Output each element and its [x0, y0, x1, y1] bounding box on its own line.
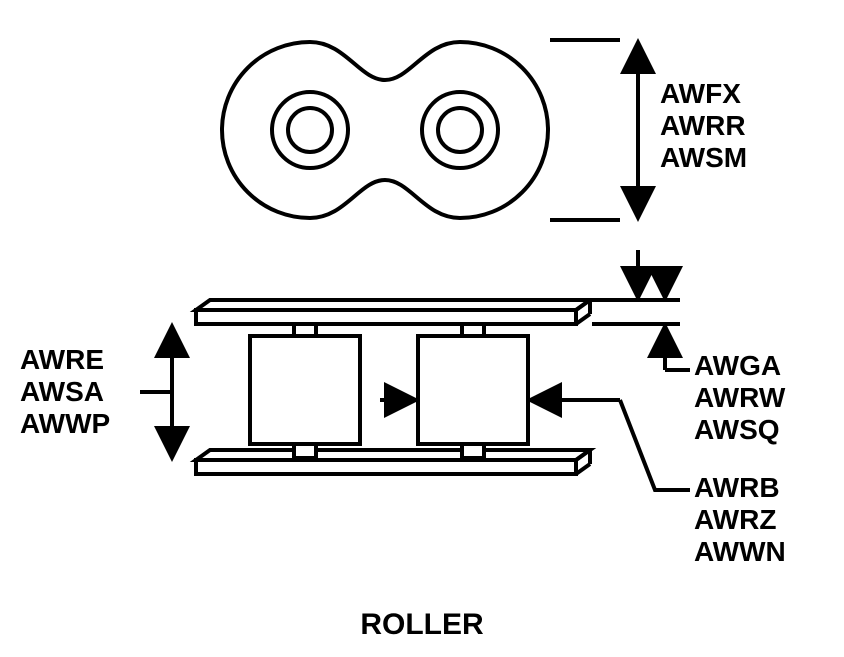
- label-line: AWRR: [660, 110, 747, 142]
- label-line: AWFX: [660, 78, 747, 110]
- label-line: AWRB: [694, 472, 786, 504]
- label-line: AWGA: [694, 350, 785, 382]
- dim-plate-thickness: [592, 270, 690, 370]
- top-view: [222, 42, 548, 218]
- label-line: AWSA: [20, 376, 110, 408]
- label-line: AWSM: [660, 142, 747, 174]
- label-line: AWWP: [20, 408, 110, 440]
- dim-top-height: [550, 40, 638, 220]
- label-right-lower: AWRB AWRZ AWWN: [694, 472, 786, 569]
- side-view: [196, 300, 590, 474]
- label-line: AWRZ: [694, 504, 786, 536]
- label-line: AWRW: [694, 382, 785, 414]
- label-right-upper: AWGA AWRW AWSQ: [694, 350, 785, 447]
- label-left: AWRE AWSA AWWP: [20, 344, 110, 441]
- label-line: AWRE: [20, 344, 110, 376]
- leader-awrb: [620, 400, 690, 490]
- diagram-title: ROLLER: [0, 608, 844, 642]
- label-top-right: AWFX AWRR AWSM: [660, 78, 747, 175]
- label-line: AWWN: [694, 536, 786, 568]
- dim-left-height: [140, 328, 172, 456]
- label-line: AWSQ: [694, 414, 785, 446]
